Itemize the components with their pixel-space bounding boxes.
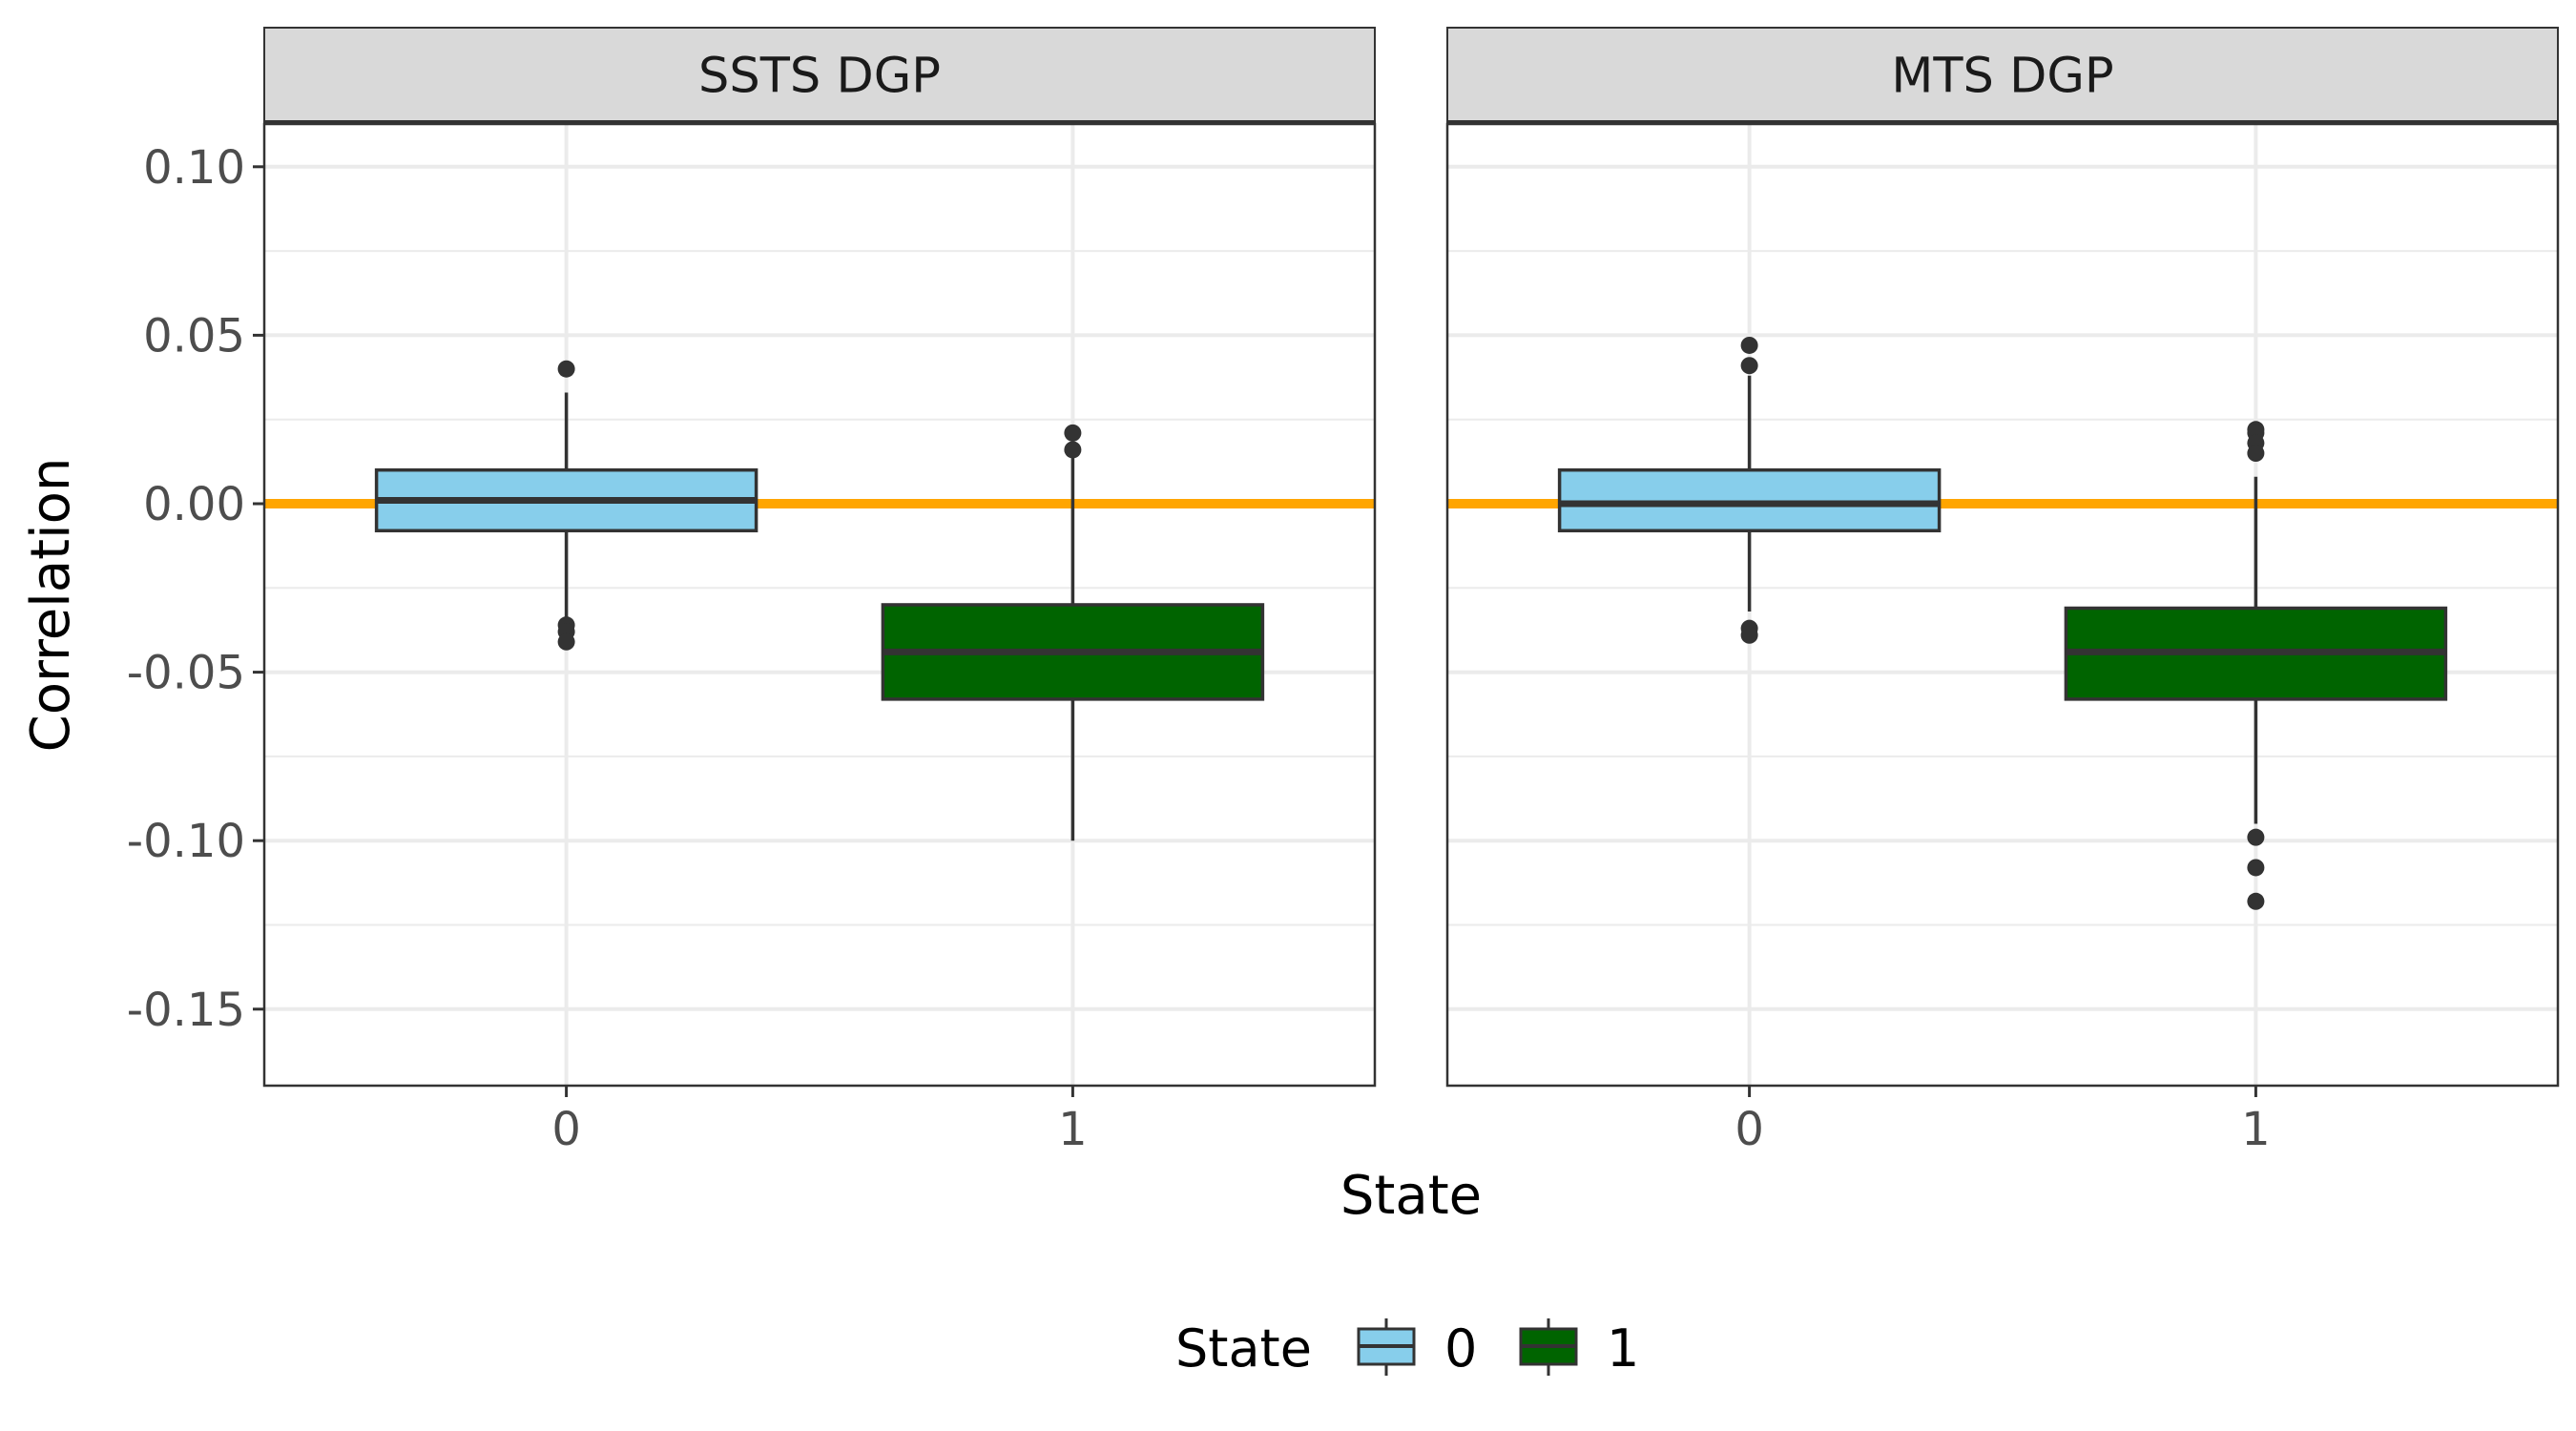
legend-item-1: 1 <box>1519 1318 1639 1379</box>
legend-title: State <box>1175 1318 1312 1379</box>
x-tick-label: 1 <box>1058 1103 1088 1156</box>
outlier-point <box>1064 441 1082 459</box>
facet-strip <box>263 27 1376 123</box>
facet-strip <box>1446 27 2559 123</box>
box-state-1 <box>2064 421 2448 910</box>
panel-1: MTS DGP 0 1 <box>1445 27 2560 1156</box>
y-axis: 0.10 0.05 0.00 -0.05 -0.10 -0.15 <box>127 141 264 1037</box>
plot-background <box>1447 124 2558 1086</box>
legend-item-0: 0 <box>1357 1318 1477 1379</box>
y-tick-label: -0.10 <box>127 815 245 868</box>
outlier-point <box>1740 626 1758 644</box>
outlier-point <box>2247 445 2265 463</box>
outlier-point <box>1740 357 1758 375</box>
box-body <box>1557 467 1942 533</box>
facet-title: SSTS DGP <box>698 49 941 105</box>
panel-border <box>1445 122 2560 1088</box>
y-tick-label: -0.05 <box>127 647 245 700</box>
x-tick-label: 1 <box>2241 1103 2271 1156</box>
box-state-1 <box>881 424 1265 841</box>
legend-label: 1 <box>1607 1318 1639 1379</box>
panels-layer: SSTS DGP 0 1 MTS DGP 0 1 <box>262 27 2560 1156</box>
box-state-0 <box>1557 336 1942 644</box>
y-tick-label: 0.10 <box>143 141 245 195</box>
outlier-point <box>2247 892 2265 910</box>
y-tick-label: 0.00 <box>143 478 245 531</box>
outlier-point <box>557 360 575 378</box>
box-state-0 <box>374 360 758 651</box>
outlier-point <box>2247 828 2265 846</box>
outlier-point <box>1064 424 1082 442</box>
outlier-point <box>1740 336 1758 354</box>
x-tick-label: 0 <box>1735 1103 1764 1156</box>
y-axis-title: Correlation <box>20 458 82 753</box>
outlier-point <box>2247 859 2265 877</box>
facet-title: MTS DGP <box>1891 49 2113 105</box>
panel-border <box>262 122 1377 1088</box>
legend-label: 0 <box>1444 1318 1477 1379</box>
y-tick-label: 0.05 <box>143 309 245 363</box>
y-tick-label: -0.15 <box>127 984 245 1037</box>
x-axis-title: State <box>1340 1165 1482 1227</box>
x-tick-label: 0 <box>551 1103 581 1156</box>
outlier-point <box>557 633 575 651</box>
panel-0: SSTS DGP 0 1 <box>262 27 1377 1156</box>
